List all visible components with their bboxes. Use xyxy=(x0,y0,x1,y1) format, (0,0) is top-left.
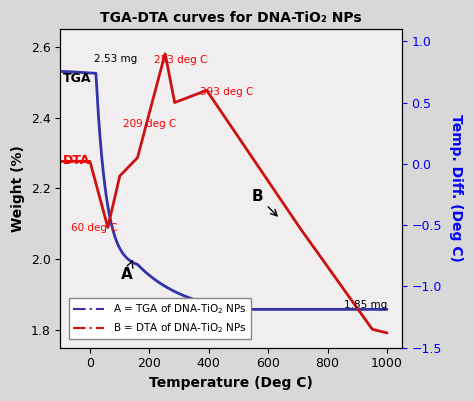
Title: TGA-DTA curves for DNA-TiO₂ NPs: TGA-DTA curves for DNA-TiO₂ NPs xyxy=(100,11,362,25)
Y-axis label: Weight (%): Weight (%) xyxy=(11,145,25,232)
Text: TGA: TGA xyxy=(63,72,92,85)
Text: DTA: DTA xyxy=(63,154,91,166)
Text: 209 deg C: 209 deg C xyxy=(123,119,176,129)
Legend: A = TGA of DNA-TiO$_2$ NPs, B = DTA of DNA-TiO$_2$ NPs: A = TGA of DNA-TiO$_2$ NPs, B = DTA of D… xyxy=(69,298,251,339)
Text: 60 deg C: 60 deg C xyxy=(71,223,117,233)
Text: A: A xyxy=(121,261,133,282)
Text: 2.53 mg: 2.53 mg xyxy=(94,54,137,64)
X-axis label: Temperature (Deg C): Temperature (Deg C) xyxy=(149,376,313,390)
Text: B: B xyxy=(252,188,277,216)
Text: 253 deg C: 253 deg C xyxy=(154,55,207,65)
Y-axis label: Temp. Diff. (Deg C): Temp. Diff. (Deg C) xyxy=(449,114,463,262)
Text: 1.85 mg: 1.85 mg xyxy=(344,300,387,310)
Text: 393 deg C: 393 deg C xyxy=(200,87,253,97)
